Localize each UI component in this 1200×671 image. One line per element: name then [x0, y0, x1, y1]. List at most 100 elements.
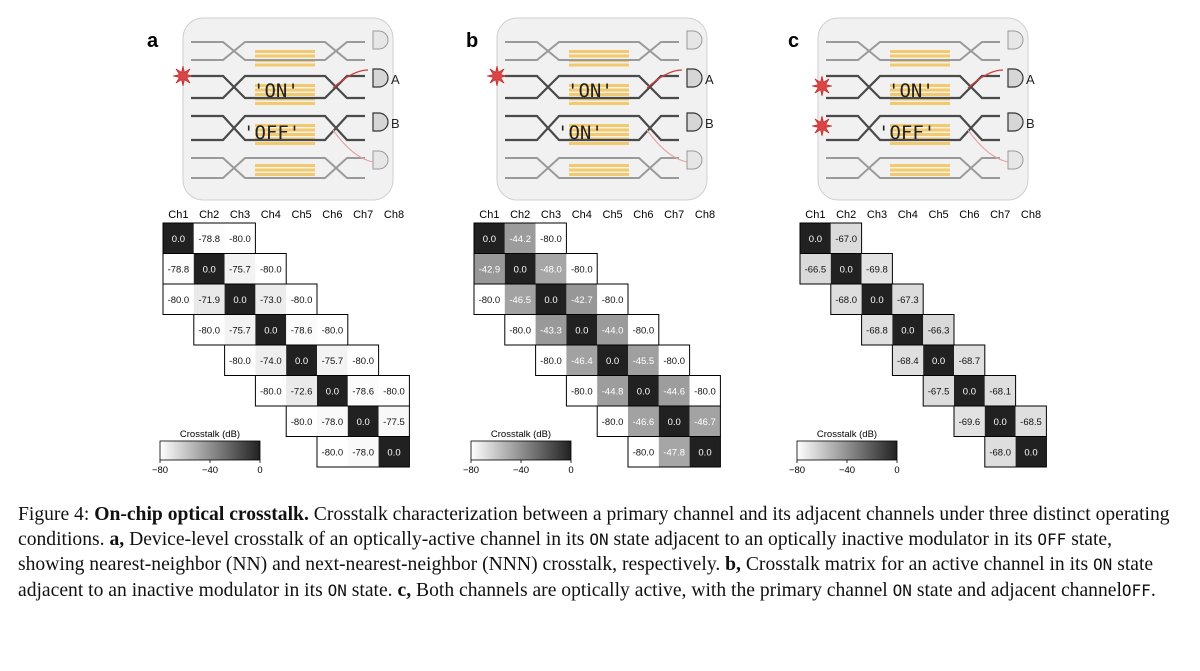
heatmap-cell — [347, 345, 379, 376]
heatmap-cell — [347, 375, 379, 406]
heatmap-cell-value: -80.0 — [602, 417, 624, 428]
heatmap-cell-value: -44.0 — [602, 325, 624, 336]
detector-a-label: A — [1026, 72, 1035, 87]
channel-label: Ch5 — [929, 209, 949, 221]
heatmap-cell-value: 0.0 — [840, 264, 853, 275]
waveguide — [505, 114, 679, 142]
detector-icon — [686, 150, 703, 170]
heater-strip — [569, 84, 629, 87]
chip-background — [496, 17, 708, 201]
heatmap-cell — [504, 314, 536, 345]
waveguide-faint — [505, 157, 679, 179]
waveguide-faint — [191, 41, 365, 61]
caption-code-off: OFF — [1121, 580, 1151, 600]
heatmap-cell-value: 0.0 — [901, 325, 914, 336]
detector-icon — [1007, 30, 1024, 50]
top-state-label: 'ON' — [567, 80, 613, 102]
output-arrow-icon — [967, 69, 1004, 89]
heatmap-cell-value: -75.7 — [322, 356, 344, 367]
heater-strip — [890, 142, 950, 145]
bottom-state-label: 'OFF' — [243, 122, 300, 144]
heatmap-cell — [628, 345, 659, 376]
heatmap-cell — [800, 253, 831, 284]
caption-sentence: state adjacent to an inactive modulator … — [18, 554, 1154, 601]
laser-icon — [486, 65, 508, 87]
colorbar-title: Crosstalk (dB) — [180, 429, 240, 440]
heatmap-cell — [474, 223, 505, 254]
heatmap-cell — [317, 314, 348, 345]
waveguide-faint — [505, 41, 679, 61]
heatmap-cell — [923, 314, 954, 345]
heatmap-row-border — [316, 436, 410, 468]
heatmap-cell — [224, 314, 256, 345]
heatmap-cell-value: -80.0 — [352, 356, 374, 367]
figure: a 'ON' 'OFF' A B Ch1 Ch2 Ch3 Ch4 Ch5 Ch6 Ch7 Ch8 0.0 -… — [147, 17, 1047, 476]
waveguide-faint — [826, 157, 1000, 179]
channel-label: Ch4 — [898, 209, 918, 221]
heater-strip — [569, 88, 629, 92]
heatmap-cell — [1015, 436, 1047, 467]
heatmap-cell — [535, 253, 567, 284]
figure-caption: Figure 4: On-chip optical crosstalk. Cro… — [18, 502, 1183, 603]
heatmap-cell — [954, 406, 985, 437]
channel-label: Ch5 — [603, 209, 623, 221]
heatmap-cell-value: 0.0 — [932, 356, 945, 367]
heatmap-cell-value: -80.0 — [633, 447, 655, 458]
heatmap-cell-value: -80.0 — [322, 447, 344, 458]
heatmap-cell-value: 0.0 — [514, 264, 527, 275]
heatmap-cell — [317, 375, 348, 406]
heater-strip — [569, 142, 629, 145]
heatmap-cell-value: 0.0 — [1024, 447, 1037, 458]
heatmap-cell-value: -78.8 — [198, 234, 220, 245]
bottom-state-label: 'OFF' — [878, 122, 935, 144]
heatmap-cell — [504, 223, 536, 254]
heatmap-cell-value: -69.8 — [866, 264, 888, 275]
heater-strip — [255, 133, 315, 136]
heater-strip — [890, 164, 950, 167]
waveguide-faint — [191, 157, 365, 179]
heatmap-cell-value: -46.4 — [571, 356, 593, 367]
heatmap-row-border — [627, 436, 721, 468]
heatmap-cell-value: 0.0 — [606, 356, 619, 367]
colorbar-tick-label: −80 — [463, 465, 479, 476]
detector-a-label: A — [391, 72, 400, 87]
heatmap-cell — [954, 375, 985, 406]
heatmap-cell-value: -67.0 — [835, 234, 857, 245]
heatmap-cell-value: 0.0 — [233, 295, 246, 306]
heatmap-cell-value: -46.7 — [694, 417, 716, 428]
heater-strip — [255, 173, 315, 176]
heater-strip — [255, 142, 315, 145]
heatmap-cell — [566, 253, 598, 284]
heater-strip — [569, 164, 629, 167]
heatmap-cell-value: -80.0 — [229, 356, 251, 367]
detector-b-label: B — [1026, 116, 1035, 131]
heatmap-cell-value: -68.4 — [897, 356, 919, 367]
heatmap-cell — [861, 253, 893, 284]
heatmap-cell — [566, 375, 598, 406]
heatmap-cell — [597, 314, 628, 345]
channel-label: Ch7 — [990, 209, 1010, 221]
waveguide-faint — [826, 41, 1000, 61]
heatmap-cell — [347, 436, 379, 467]
heater-strip — [255, 93, 315, 96]
heatmap-cell-value: -42.7 — [571, 295, 593, 306]
heatmap-cell — [566, 345, 598, 376]
heatmap-cell-value: -68.1 — [989, 386, 1011, 397]
caption-code-off: OFF — [1037, 530, 1067, 550]
heatmap-cell-value: -68.8 — [866, 325, 888, 336]
colorbar-tick-label: 0 — [257, 465, 262, 476]
caption-sentence: state. — [351, 579, 393, 601]
waveguide — [191, 114, 365, 142]
heatmap-cell — [474, 284, 505, 315]
heater-strip — [569, 63, 629, 67]
heatmap-cell-value: -75.7 — [229, 264, 251, 275]
heatmap-cell-value: -80.0 — [229, 234, 251, 245]
heatmap-cell — [317, 345, 348, 376]
heater-strip — [255, 54, 315, 58]
heatmap-cell — [892, 284, 924, 315]
caption-panel-c-label: c, — [397, 579, 412, 601]
heatmap-cell-value: 0.0 — [637, 386, 650, 397]
caption-sentence: state and adjacent channel — [916, 579, 1122, 601]
heater-strip — [890, 124, 950, 127]
heatmap-cell-value: 0.0 — [668, 417, 681, 428]
